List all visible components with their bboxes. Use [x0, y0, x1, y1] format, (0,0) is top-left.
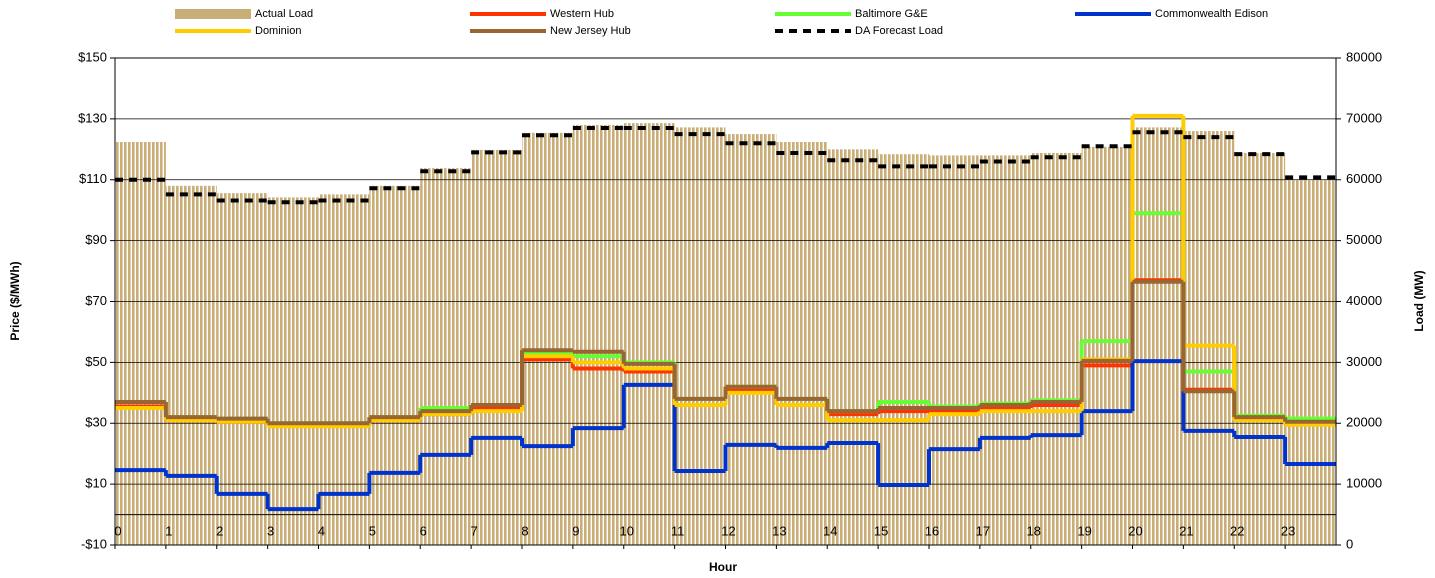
legend-label: Western Hub	[550, 8, 614, 20]
y-tick-label: $90	[85, 232, 107, 247]
x-tick-label: 22	[1230, 523, 1244, 538]
x-tick-label: 16	[925, 523, 939, 538]
x-tick-label: 7	[471, 523, 478, 538]
y-axis-title: Price ($/MWh)	[8, 261, 22, 340]
legend-label: New Jersey Hub	[550, 25, 631, 37]
load-bar	[827, 149, 879, 545]
load-bar	[522, 132, 573, 545]
y2-tick-label: 70000	[1346, 110, 1382, 125]
y2-tick-label: 60000	[1346, 171, 1382, 186]
load-bar	[1030, 152, 1082, 545]
plot-frame	[114, 57, 1337, 546]
x-tick-label: 20	[1128, 523, 1142, 538]
load-bar	[267, 197, 319, 545]
legend-label: Baltimore G&E	[855, 8, 928, 20]
legend: Actual Load Western Hub Baltimore G&E Commo…	[175, 8, 1268, 37]
x-tick-label: 2	[216, 523, 223, 538]
y2-tick-label: 40000	[1346, 293, 1382, 308]
load-bar	[776, 142, 828, 545]
y-tick-label: $10	[85, 476, 107, 491]
load-bar	[471, 149, 522, 545]
y-tick-label: $110	[79, 171, 107, 186]
x-tick-label: 3	[267, 523, 274, 538]
x-tick-label: 23	[1281, 523, 1295, 538]
load-bar	[929, 155, 980, 545]
y2-tick-label: 50000	[1346, 232, 1382, 247]
x-tick-label: 13	[772, 523, 786, 538]
load-bar	[165, 185, 217, 545]
x-tick-label: 21	[1179, 523, 1193, 538]
load-bar	[979, 155, 1031, 545]
x-tick-label: 17	[976, 523, 990, 538]
load-bar	[1234, 152, 1286, 545]
legend-label: Actual Load	[255, 8, 313, 20]
load-bar	[1081, 146, 1133, 545]
load-bar	[1132, 127, 1184, 546]
x-tick-label: 14	[823, 523, 837, 538]
y2-tick-label: 10000	[1346, 476, 1382, 491]
load-bar	[725, 134, 777, 545]
x-tick-label: 10	[620, 523, 634, 538]
load-bar	[216, 193, 268, 545]
legend-swatch	[175, 9, 251, 19]
y-tick-label: $70	[85, 293, 107, 308]
x-tick-label: 8	[521, 523, 528, 538]
lines	[115, 113, 1336, 512]
x-tick-label: 5	[369, 523, 376, 538]
x-tick-label: 0	[114, 523, 121, 538]
load-bar	[369, 185, 421, 545]
x-tick-label: 1	[165, 523, 172, 538]
legend-label: Commonwealth Edison	[1155, 8, 1268, 20]
y-tick-label: -$10	[81, 536, 107, 551]
x-tick-label: 15	[874, 523, 888, 538]
load-bar	[115, 142, 166, 545]
load-bar	[674, 127, 726, 546]
x-tick-label: 12	[721, 523, 735, 538]
bars	[115, 123, 1336, 546]
x-tick-label: 18	[1027, 523, 1041, 538]
axes: -$10$10$30$50$70$90$110$130$150010000200…	[78, 49, 1382, 551]
y-tick-label: $150	[78, 49, 107, 64]
legend-label: DA Forecast Load	[855, 25, 943, 37]
load-bar	[623, 123, 675, 545]
y-tick-label: $30	[85, 415, 107, 430]
x-axis-title: Hour	[709, 560, 737, 574]
x-tick-label: 19	[1077, 523, 1091, 538]
x-tick-label: 6	[420, 523, 427, 538]
y2-tick-label: 0	[1346, 536, 1353, 551]
x-tick-label: 9	[572, 523, 579, 538]
load-bar	[572, 124, 624, 546]
y2-tick-label: 80000	[1346, 49, 1382, 64]
load-bar	[1183, 131, 1235, 546]
load-bar	[878, 154, 929, 545]
y2-axis-title: Load (MW)	[1412, 270, 1426, 331]
y-tick-label: $50	[85, 354, 107, 369]
x-tick-label: 11	[671, 523, 685, 538]
y2-tick-label: 20000	[1346, 415, 1382, 430]
y2-tick-label: 30000	[1346, 354, 1382, 369]
x-tick-label: 4	[318, 523, 325, 538]
legend-label: Dominion	[255, 25, 301, 37]
load-bar	[420, 168, 472, 545]
load-bar	[318, 194, 370, 546]
y-tick-label: $130	[78, 110, 107, 125]
